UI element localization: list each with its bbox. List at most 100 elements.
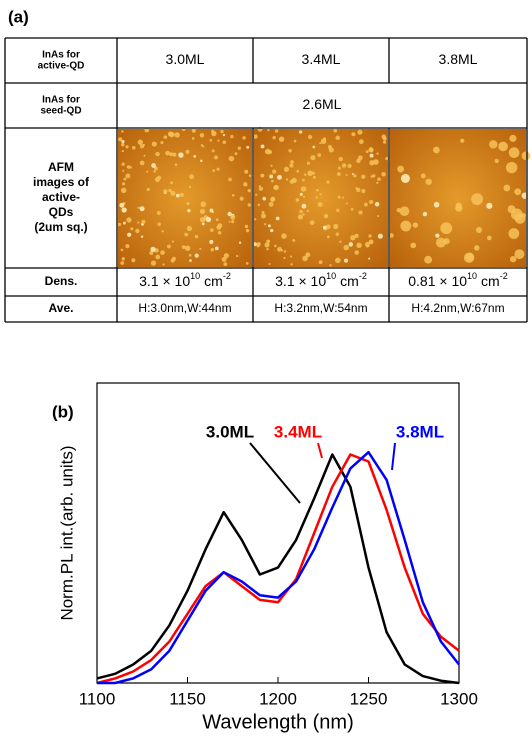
afm-dot (283, 250, 287, 253)
afm-dot (335, 257, 341, 264)
afm-dot (160, 250, 165, 256)
afm-dot (151, 141, 157, 147)
afm-dot (236, 254, 239, 258)
afm-dot (146, 170, 149, 173)
afm-dot (223, 253, 229, 259)
x-axis-title: Wavelength (nm) (202, 711, 354, 733)
afm-dot (222, 140, 227, 144)
afm-dot (381, 171, 386, 177)
afm-dot (157, 222, 161, 226)
afm-dot (298, 130, 303, 134)
afm-dot (264, 223, 267, 226)
afm-image (118, 129, 252, 267)
afm-dot (228, 155, 235, 162)
afm-dot (230, 134, 234, 139)
cell-part: 10 (326, 271, 336, 281)
afm-dot (422, 211, 428, 217)
afm-dot (376, 152, 379, 155)
cell: H:3.0nm,W:44nm (138, 301, 231, 315)
chart: (b) 1100 1150 1200 1250 1300 Wavelength (nm) No… (52, 382, 478, 733)
afm-dot (211, 130, 217, 137)
afm-dot (471, 193, 484, 206)
afm-dot (217, 139, 220, 142)
afm-dot (121, 182, 126, 186)
afm-dot (167, 131, 173, 137)
afm-dot (399, 206, 410, 217)
row-header: images of (33, 175, 90, 189)
cell-part: -2 (359, 271, 367, 281)
afm-dot (120, 261, 125, 265)
afm-dot (181, 245, 186, 249)
series-label: 3.0ML (206, 422, 254, 441)
afm-dot (131, 145, 136, 150)
afm-dot (125, 145, 129, 149)
afm-dot (312, 145, 316, 149)
afm-dot (487, 235, 492, 241)
afm-dot (217, 231, 222, 235)
cell-part: cm (481, 273, 500, 289)
afm-dot (139, 206, 145, 212)
afm-dot (514, 213, 526, 224)
afm-dot (369, 153, 374, 158)
afm-dot (199, 208, 206, 215)
afm-dot (228, 177, 232, 182)
afm-dot (339, 240, 342, 243)
afm-dot (455, 202, 462, 209)
cell: 3.1 × 1010 cm-2 (139, 271, 231, 288)
cell-part: -2 (223, 271, 231, 281)
afm-dot (121, 162, 125, 166)
afm-dot (302, 195, 306, 198)
afm-dot (209, 208, 214, 213)
cell: H:4.2nm,W:67nm (411, 301, 504, 315)
afm-dot (237, 146, 242, 150)
afm-dot (242, 136, 246, 140)
afm-dot (174, 132, 180, 138)
cell-part: 10 (190, 271, 200, 281)
afm-dot (179, 192, 184, 197)
row-header: InAs for (42, 50, 80, 61)
afm-dot (213, 155, 219, 160)
afm-dot (343, 244, 350, 251)
afm-dot (381, 134, 386, 139)
afm-dot (238, 241, 242, 244)
afm-dot (243, 182, 248, 187)
afm-dot (188, 253, 192, 257)
afm-dot (489, 140, 498, 149)
afm-dot (333, 223, 339, 230)
afm-dot (121, 207, 127, 213)
afm-dot (385, 156, 389, 161)
afm-dot (364, 202, 368, 207)
afm-dot (337, 166, 341, 170)
afm-dot (121, 130, 124, 133)
afm-dot (187, 208, 191, 213)
afm-dot (170, 181, 174, 185)
afm-dot (163, 135, 168, 139)
afm-dot (369, 148, 374, 153)
afm-dot (374, 201, 380, 207)
row-header: InAs for (42, 95, 80, 106)
cell: 3.0ML (166, 51, 205, 67)
afm-dot (201, 222, 205, 226)
afm-dot (351, 132, 356, 137)
afm-dot (509, 255, 517, 263)
afm-dot (139, 160, 145, 166)
afm-dot (245, 262, 249, 265)
afm-dot (231, 194, 235, 197)
afm-dot (295, 198, 300, 202)
afm-dot (257, 203, 261, 207)
afm-dot (186, 202, 190, 206)
afm-dot (205, 216, 212, 223)
afm-dot (443, 238, 450, 245)
afm-dot (216, 225, 222, 230)
afm-dot (258, 186, 264, 191)
afm-dot (272, 169, 277, 174)
afm-dot (326, 235, 330, 239)
afm-dot (358, 210, 363, 215)
afm-dot (323, 225, 327, 230)
afm-dot (244, 169, 249, 174)
afm-dot (297, 214, 304, 220)
afm-dot (261, 210, 265, 214)
afm-dot (260, 173, 265, 178)
afm-dot (150, 260, 157, 266)
afm-dot (400, 173, 410, 183)
